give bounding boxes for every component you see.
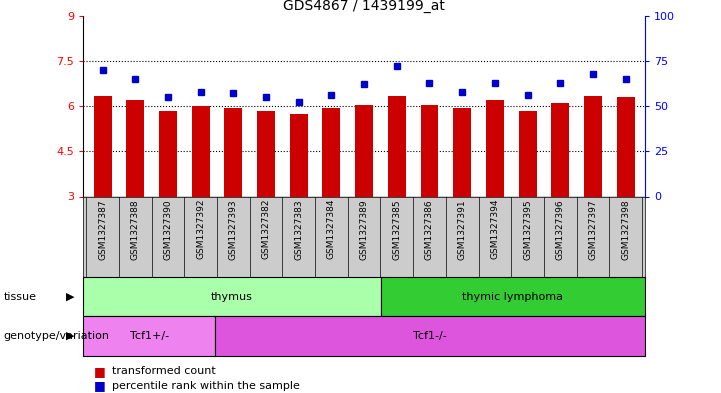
Bar	[388, 95, 406, 196]
Text: ▶: ▶	[66, 292, 75, 302]
Text: GSM1327393: GSM1327393	[229, 199, 238, 259]
Bar	[216, 316, 645, 356]
Text: GSM1327391: GSM1327391	[458, 199, 466, 259]
Text: GSM1327397: GSM1327397	[588, 199, 598, 259]
Bar	[83, 316, 216, 356]
Bar	[454, 108, 472, 196]
Text: GSM1327389: GSM1327389	[360, 199, 368, 259]
Text: GSM1327384: GSM1327384	[327, 199, 336, 259]
Text: thymic lymphoma: thymic lymphoma	[462, 292, 564, 302]
Bar	[159, 111, 177, 196]
Text: GSM1327383: GSM1327383	[294, 199, 304, 259]
Text: GSM1327382: GSM1327382	[262, 199, 270, 259]
Text: GSM1327387: GSM1327387	[98, 199, 107, 259]
Bar	[94, 95, 112, 196]
Text: GSM1327385: GSM1327385	[392, 199, 402, 259]
Bar	[518, 111, 536, 196]
Bar	[552, 103, 570, 196]
Text: GSM1327394: GSM1327394	[490, 199, 500, 259]
Text: thymus: thymus	[211, 292, 253, 302]
Bar	[616, 97, 634, 196]
Bar	[257, 111, 275, 196]
Bar	[584, 95, 602, 196]
Bar	[126, 100, 144, 196]
Text: percentile rank within the sample: percentile rank within the sample	[112, 381, 300, 391]
Text: tissue: tissue	[4, 292, 37, 302]
Bar	[224, 108, 242, 196]
Text: GSM1327386: GSM1327386	[425, 199, 434, 259]
Text: ■: ■	[94, 365, 105, 378]
Bar	[355, 105, 373, 196]
Bar	[290, 114, 308, 196]
Text: GSM1327396: GSM1327396	[556, 199, 565, 259]
Text: GSM1327390: GSM1327390	[164, 199, 172, 259]
Text: transformed count: transformed count	[112, 366, 216, 376]
Title: GDS4867 / 1439199_at: GDS4867 / 1439199_at	[283, 0, 445, 13]
Bar	[381, 277, 645, 316]
Bar	[192, 106, 210, 196]
Text: Tcf1+/-: Tcf1+/-	[130, 331, 169, 341]
Bar	[420, 105, 438, 196]
Text: Tcf1-/-: Tcf1-/-	[413, 331, 447, 341]
Text: GSM1327392: GSM1327392	[196, 199, 205, 259]
Text: ▶: ▶	[66, 331, 75, 341]
Text: GSM1327395: GSM1327395	[523, 199, 532, 259]
Bar	[83, 277, 381, 316]
Bar	[486, 100, 504, 196]
Text: ■: ■	[94, 379, 105, 393]
Text: GSM1327388: GSM1327388	[131, 199, 140, 259]
Bar	[322, 108, 340, 196]
Text: genotype/variation: genotype/variation	[4, 331, 110, 341]
Text: GSM1327398: GSM1327398	[622, 199, 630, 259]
